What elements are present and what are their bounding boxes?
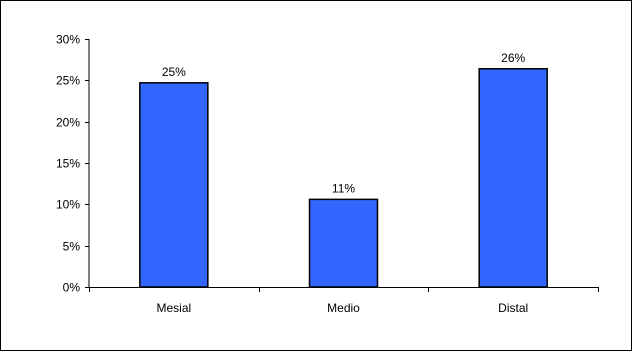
bar-medio [308,198,379,288]
y-tick-label: 30% [56,33,80,47]
x-tick-label: Distal [498,301,528,315]
bar-distal [478,68,548,288]
data-label-distal: 26% [501,51,525,65]
bar-mesial [139,82,209,288]
y-tick-label: 5% [63,240,81,254]
y-tick-label: 10% [56,198,80,212]
y-axis: 0% 5% 10% 15% 20% 25% 30% [56,33,90,295]
y-tick-label: 15% [56,157,80,171]
data-label-medio: 11% [332,181,355,195]
data-label-mesial: 25% [162,65,186,79]
x-tick-label: Mesial [156,301,191,315]
y-tick-label: 25% [56,74,80,88]
data-labels: 25% 11% 26% [162,51,526,196]
x-axis: Mesial Medio Distal [89,287,599,315]
x-tick-label: Medio [327,301,360,315]
y-tick-label: 20% [56,116,80,130]
bars [139,68,548,288]
y-tick-label: 0% [63,281,81,295]
